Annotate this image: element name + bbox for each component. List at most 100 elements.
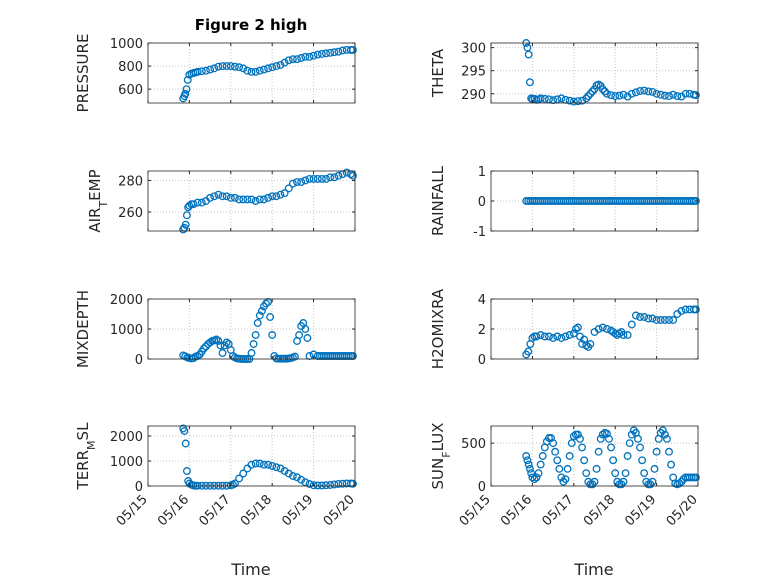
data-point [567,439,576,448]
data-point [309,51,318,60]
data-point [243,66,252,75]
data-point [652,316,661,324]
data-point [669,316,678,324]
data-point [596,434,605,443]
y-tick-label: 1000 [110,323,143,338]
figure-title: Figure 2 high [195,16,308,34]
data-point [266,313,275,321]
data-point [182,85,191,94]
data-point [264,460,273,469]
data-point [338,479,347,488]
data-point [644,87,653,96]
data-point [565,331,574,339]
data-point [609,456,618,465]
data-point [272,192,281,201]
y-tick-label: 260 [118,206,143,221]
data-point [527,469,536,478]
data-point [326,48,335,57]
data-point [557,473,566,482]
y-axis-label: THETA [429,48,447,98]
data-point [268,331,277,339]
data-point [348,45,357,54]
data-point [691,305,700,314]
data-point [303,334,312,342]
data-point [627,430,636,439]
x-axis-label-left: Time [230,560,270,579]
data-point [602,325,611,333]
data-point [202,66,210,75]
data-point [280,58,289,67]
data-point [561,332,570,341]
data-point [627,320,636,329]
data-point [536,331,545,339]
data-point [576,434,584,443]
data-point [565,96,574,105]
data-point [648,87,657,96]
data-point [621,469,630,478]
data-point [322,174,330,183]
subplot-mixdepth: 0 1000 2000 MIXDEPTH [74,290,357,368]
data-point [255,311,264,320]
data-point [326,481,335,489]
data-point [226,62,235,71]
data-point [317,50,326,58]
data-point [259,460,268,469]
data-point [565,452,574,460]
y-tick-label: 280 [118,174,143,189]
data-point [222,338,231,347]
data-point [251,67,260,76]
data-point [214,337,223,345]
data-point [557,334,566,342]
data-point [276,464,285,473]
data-point [594,447,603,456]
y-tick-label: 1000 [110,455,143,470]
data-point [214,190,223,199]
data-point [525,78,534,87]
data-point [239,469,248,478]
subplot-pressure: 600 800 1000 PRESSURE [74,34,357,112]
axes-box [490,425,699,487]
data-point [619,90,628,99]
data-point [600,87,609,96]
data-point [656,316,665,324]
data-point [586,89,595,98]
data-point [293,178,301,187]
y-tick-label: -1 [473,225,486,240]
data-point [295,331,304,339]
data-point [582,341,591,350]
data-point [571,325,580,333]
data-point [532,473,541,482]
data-point [305,480,314,488]
x-axis-label-right: Time [573,560,613,579]
data-point [326,173,335,182]
data-point [665,447,673,456]
data-point [313,174,322,183]
data-point [549,439,558,448]
subplot-rainfall: -1 0 1 RAINFALL [429,165,700,240]
data-point [665,316,673,324]
data-point [251,459,260,468]
y-tick-label: 0 [478,353,486,368]
data-point [553,456,562,465]
data-point [528,473,537,482]
data-point [222,192,231,201]
data-point [288,55,297,64]
data-point [536,460,545,469]
data-point [247,67,256,76]
data-point [611,92,620,101]
data-point [658,426,667,435]
data-point [202,342,210,351]
data-point [181,439,190,448]
y-tick-label: 4 [478,293,486,308]
data-point [255,195,264,204]
data-point [607,91,616,100]
data-point [524,460,533,469]
data-point [322,481,330,490]
data-point [652,447,661,456]
data-point [297,475,306,484]
y-tick-label: 1000 [110,37,143,52]
y-tick-label: 0 [135,480,143,495]
data-point [538,452,547,460]
data-point [588,87,597,96]
data-point [691,197,700,205]
